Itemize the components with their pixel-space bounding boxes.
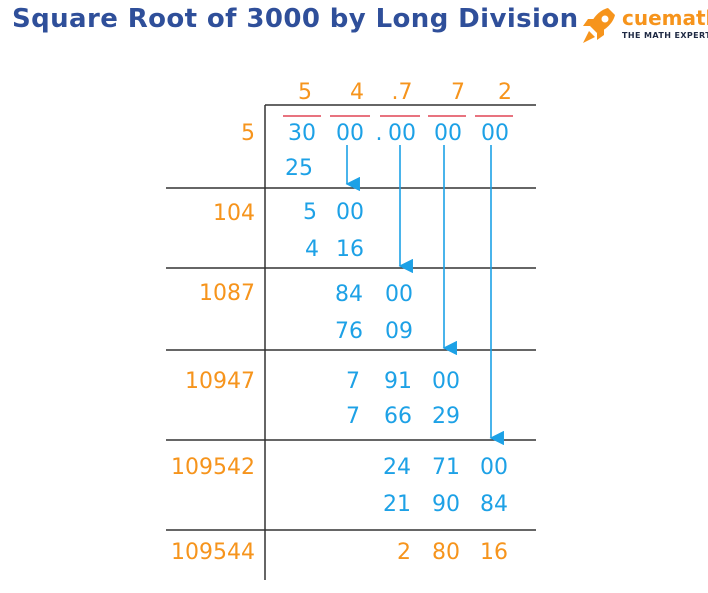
subtrahend: 21 (383, 492, 411, 517)
partial-dividend: 84 (335, 282, 363, 307)
division-lines (166, 104, 536, 580)
subtrahend: 84 (480, 492, 508, 517)
subtrahend: 90 (432, 492, 460, 517)
remainder-pair: 16 (480, 540, 508, 565)
quotient-digit: 2 (498, 80, 512, 105)
bring-down-arrows (345, 145, 504, 446)
partial-dividend: 7 (346, 369, 360, 394)
divisor: 109544 (171, 540, 255, 565)
dividend: 30 00 . 00 00 00 (288, 121, 509, 146)
dividend-pair: 00 (336, 121, 364, 146)
page-title: Square Root of 3000 by Long Division (12, 4, 579, 34)
partial-dividend: 71 (432, 455, 460, 480)
quotient-digit: 7 (451, 80, 465, 105)
partial-dividend: 00 (385, 282, 413, 307)
divisor: 1087 (199, 281, 255, 306)
partial-dividend: 91 (384, 369, 412, 394)
partial-dividend: 00 (480, 455, 508, 480)
divisor: 5 (241, 121, 255, 146)
cuemath-logo: cuemath THE MATH EXPERT (578, 4, 708, 48)
divisor: 104 (213, 201, 255, 226)
logo-name: cuemath (622, 6, 708, 30)
subtrahend: 7 (346, 404, 360, 429)
dividend-pair: 00 (434, 121, 462, 146)
logo-tagline: THE MATH EXPERT (622, 31, 708, 40)
subtrahend: 76 (335, 319, 363, 344)
remainder-pair: 80 (432, 540, 460, 565)
partial-dividend: 00 (432, 369, 460, 394)
divisor: 109542 (171, 455, 255, 480)
quotient-digit: 5 (298, 80, 312, 105)
remainder: 2 80 16 (397, 540, 508, 565)
quotient: 5 4 .7 7 2 (298, 80, 512, 105)
divisor: 10947 (185, 369, 255, 394)
subtrahend: 66 (384, 404, 412, 429)
subtrahend: 29 (432, 404, 460, 429)
quotient-digit: .7 (392, 80, 413, 105)
subtrahend: 16 (336, 237, 364, 262)
dividend-pair: 30 (288, 121, 316, 146)
working: 25 5 00 4 16 84 00 76 09 7 91 00 7 66 29… (285, 156, 508, 517)
partial-dividend: 5 (303, 200, 317, 225)
subtrahend: 4 (305, 237, 319, 262)
subtrahend: 25 (285, 156, 313, 181)
dividend-pair: 00 (388, 121, 416, 146)
rocket-icon (583, 8, 615, 43)
partial-dividend: 00 (336, 200, 364, 225)
subtrahend: 09 (385, 319, 413, 344)
partial-dividend: 24 (383, 455, 411, 480)
quotient-digit: 4 (350, 80, 364, 105)
decimal-point: . (376, 121, 383, 146)
remainder-pair: 2 (397, 540, 411, 565)
dividend-pair: 00 (481, 121, 509, 146)
divisors: 5 104 1087 10947 109542 109544 (171, 121, 255, 565)
